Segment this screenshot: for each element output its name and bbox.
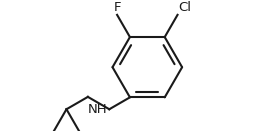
Text: NH: NH <box>88 103 108 116</box>
Text: Cl: Cl <box>179 1 191 14</box>
Text: F: F <box>113 1 121 14</box>
